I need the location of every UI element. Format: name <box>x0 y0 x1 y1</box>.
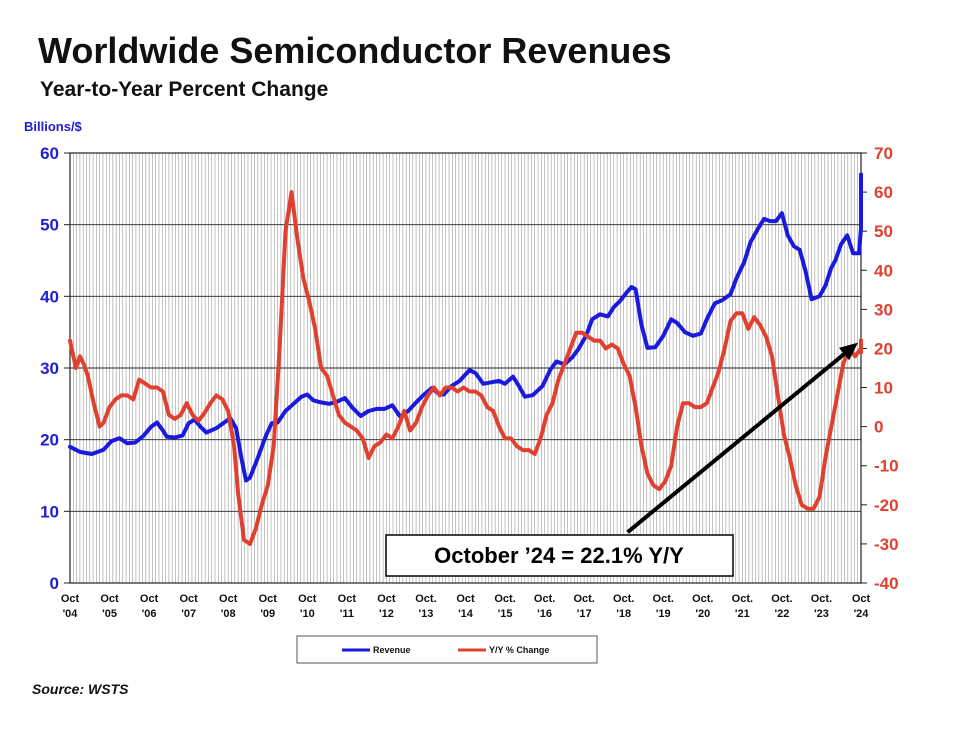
right-tick-label: -30 <box>874 535 899 554</box>
x-tick-month: Oct <box>852 593 871 605</box>
left-axis-label: Billions/$ <box>24 119 83 134</box>
right-tick-label: 20 <box>874 339 893 358</box>
x-tick-month: Oct. <box>613 593 634 605</box>
x-tick-year: '06 <box>142 608 157 620</box>
x-tick-month: Oct <box>61 593 80 605</box>
left-tick-label: 10 <box>40 502 59 521</box>
right-tick-label: 50 <box>874 222 893 241</box>
x-tick-year: '18 <box>616 608 631 620</box>
chart-title: Worldwide Semiconductor Revenues <box>38 30 671 71</box>
x-tick-year: '08 <box>221 608 236 620</box>
x-tick-year: '20 <box>695 608 710 620</box>
x-tick-month: Oct. <box>692 593 713 605</box>
x-tick-month: Oct <box>259 593 278 605</box>
right-tick-label: 40 <box>874 261 893 280</box>
right-tick-label: -10 <box>874 457 899 476</box>
x-tick-year: '24 <box>854 608 870 620</box>
right-tick-label: 30 <box>874 300 893 319</box>
x-tick-year: '19 <box>656 608 671 620</box>
source-note: Source: WSTS <box>32 681 129 697</box>
x-tick-year: '15 <box>498 608 513 620</box>
x-tick-month: Oct. <box>494 593 515 605</box>
x-tick-month: Oct. <box>415 593 436 605</box>
left-tick-label: 50 <box>40 216 59 235</box>
right-tick-label: -20 <box>874 496 899 515</box>
x-tick-month: Oct <box>100 593 119 605</box>
left-tick-label: 0 <box>50 574 59 593</box>
right-axis: -40 -30 -20 -10 0 10 20 30 40 50 60 70 <box>861 144 899 593</box>
annotation-text: October ’24 = 22.1% Y/Y <box>434 543 684 568</box>
x-tick-year: '13 <box>419 608 434 620</box>
x-tick-month: Oct <box>140 593 159 605</box>
right-tick-label: 60 <box>874 183 893 202</box>
chart-subtitle: Year-to-Year Percent Change <box>40 78 328 101</box>
annotation-arrow <box>626 352 846 534</box>
x-tick-year: '11 <box>340 608 354 620</box>
x-tick-year: '21 <box>735 608 750 620</box>
x-tick-year: '16 <box>537 608 552 620</box>
x-tick-month: Oct <box>377 593 396 605</box>
left-tick-label: 20 <box>40 431 59 450</box>
legend-label-yy-change: Y/Y % Change <box>489 645 549 655</box>
x-tick-year: '22 <box>774 608 789 620</box>
x-tick-year: '14 <box>458 608 474 620</box>
x-tick-year: '07 <box>181 608 196 620</box>
left-axis: 0 10 20 30 40 50 60 <box>40 144 70 593</box>
legend: Revenue Y/Y % Change <box>296 635 598 664</box>
series-layer <box>68 172 863 546</box>
x-tick-year: '17 <box>577 608 592 620</box>
left-tick-label: 40 <box>40 287 59 306</box>
right-tick-label: 10 <box>874 379 893 398</box>
annotation-arrowhead <box>839 342 858 361</box>
x-tick-year: '05 <box>102 608 117 620</box>
grid <box>70 152 861 584</box>
x-tick-year: '09 <box>260 608 275 620</box>
x-tick-month: Oct. <box>534 593 555 605</box>
left-tick-label: 30 <box>40 359 59 378</box>
x-tick-year: '04 <box>63 608 79 620</box>
x-tick-year: '12 <box>379 608 394 620</box>
left-tick-label: 60 <box>40 144 59 163</box>
right-tick-label: 0 <box>874 418 883 437</box>
x-tick-year: '23 <box>814 608 829 620</box>
x-tick-month: Oct <box>219 593 238 605</box>
x-tick-month: Oct. <box>811 593 832 605</box>
x-tick-month: Oct. <box>732 593 753 605</box>
x-tick-month: Oct <box>338 593 357 605</box>
x-tick-year: '10 <box>300 608 315 620</box>
series-line-revenue <box>68 172 863 483</box>
x-tick-month: Oct. <box>771 593 792 605</box>
annotation: October ’24 = 22.1% Y/Y <box>385 342 858 577</box>
x-tick-month: Oct <box>456 593 475 605</box>
right-tick-label: -40 <box>874 574 899 593</box>
right-tick-label: 70 <box>874 144 893 163</box>
series-line-yy-change <box>68 190 863 546</box>
legend-label-revenue: Revenue <box>373 645 411 655</box>
x-tick-month: Oct. <box>573 593 594 605</box>
x-tick-month: Oct <box>298 593 317 605</box>
x-tick-month: Oct. <box>653 593 674 605</box>
annotation-box <box>385 534 734 577</box>
x-tick-month: Oct <box>179 593 198 605</box>
x-axis: Oct '04 Oct '05 Oct '06 Oct '07 Oct '08 Oct '09 Oct '… <box>61 593 871 620</box>
